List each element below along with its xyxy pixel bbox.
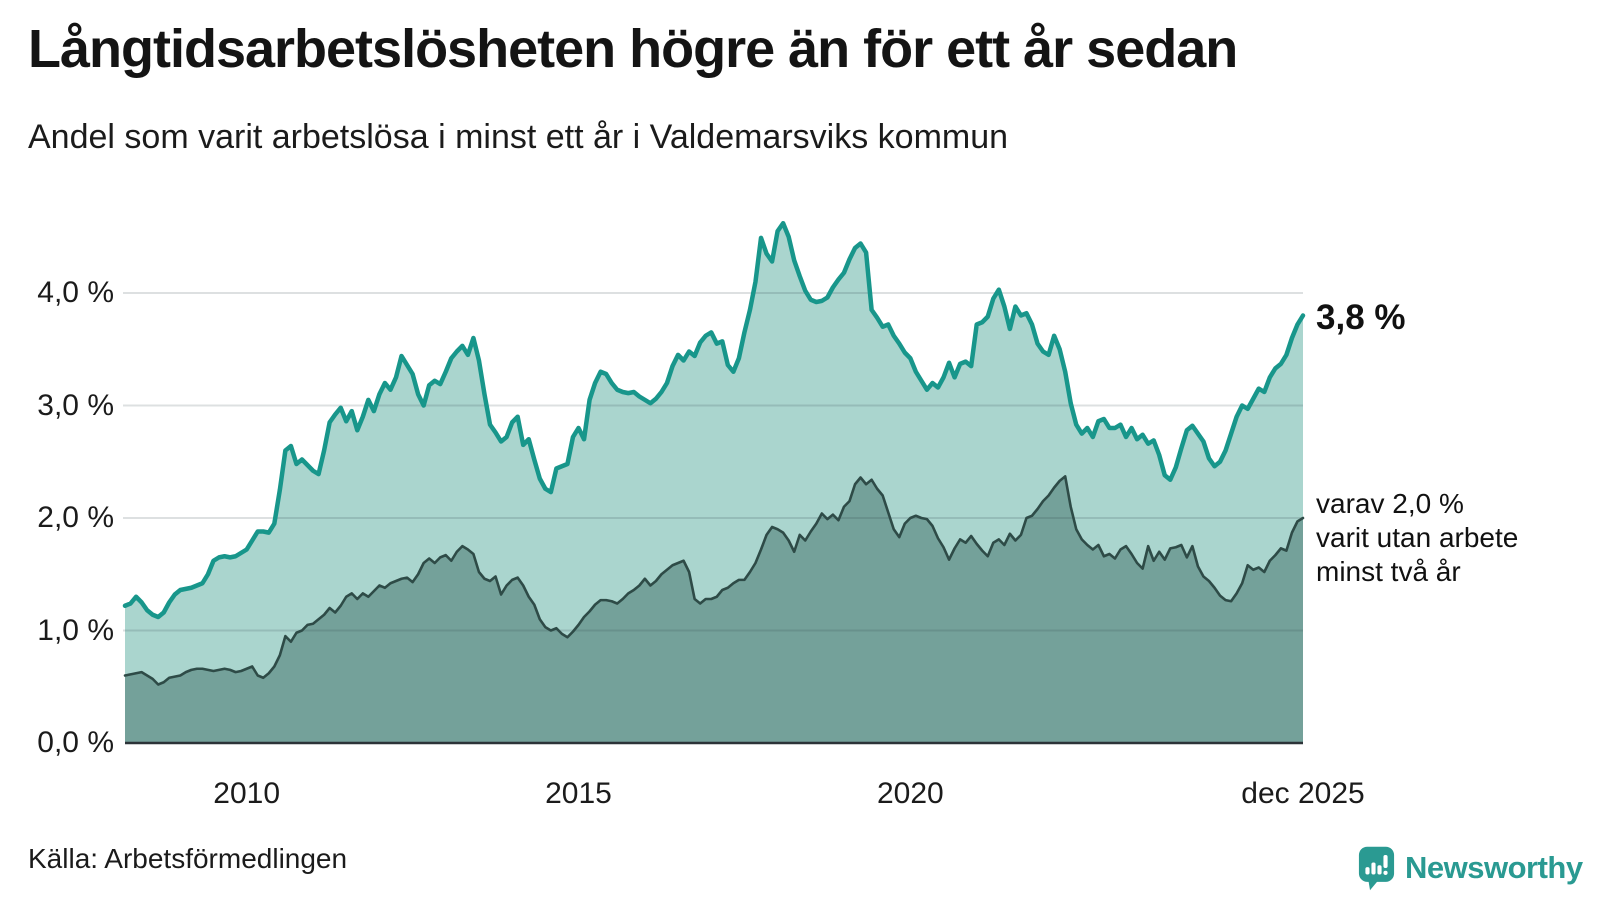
newsworthy-icon [1358, 846, 1395, 891]
x-tick-2010: 2010 [213, 777, 281, 810]
x-tick-2020: 2020 [876, 777, 944, 810]
x-tick-2015: 2015 [545, 777, 612, 810]
page-subtitle: Andel som varit arbetslösa i minst ett å… [28, 118, 1009, 156]
secondary-annotation-line2: varit utan arbete [1316, 522, 1519, 553]
brand-logo: Newsworthy [1358, 845, 1583, 891]
line-two-years [123, 475, 1305, 686]
y-tick-2,0 %: 2,0 % [37, 501, 114, 534]
secondary-annotation-line1: varav 2,0 % [1316, 488, 1464, 519]
brand-name: Newsworthy [1405, 850, 1583, 885]
secondary-annotation-line3: minst två år [1316, 556, 1461, 587]
line-one-year [122, 221, 1306, 620]
y-tick-4,0 %: 4,0 % [37, 276, 114, 309]
page-title: Långtidsarbetslösheten högre än för ett … [28, 19, 1238, 79]
end-value-annotation: 3,8 % [1316, 298, 1406, 337]
source-note: Källa: Arbetsförmedlingen [28, 843, 348, 874]
x-tick-dec 2025: dec 2025 [1241, 777, 1365, 810]
secondary-annotation: varav 2,0 % varit utan arbete minst två … [1316, 487, 1518, 589]
y-tick-3,0 %: 3,0 % [37, 388, 114, 422]
y-tick-1,0 %: 1,0 % [37, 613, 114, 647]
y-tick-0,0 %: 0,0 % [37, 726, 114, 759]
area-fill-two-years [125, 476, 1303, 743]
